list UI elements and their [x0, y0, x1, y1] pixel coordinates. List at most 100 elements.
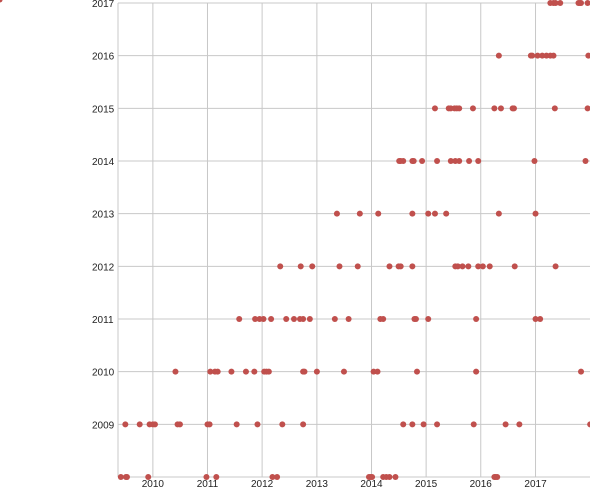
data-point: [331, 316, 338, 322]
data-point: [300, 316, 307, 322]
data-point: [532, 210, 539, 217]
data-point: [236, 316, 243, 322]
data-point: [176, 421, 183, 428]
data-point: [425, 210, 432, 217]
data-point: [443, 210, 450, 217]
data-point: [269, 474, 276, 480]
x-tick-label: 2017: [524, 479, 547, 490]
data-point: [510, 105, 517, 112]
data-point: [584, 105, 590, 112]
data-point: [333, 210, 340, 217]
data-point: [214, 368, 221, 375]
data-point: [386, 474, 393, 480]
data-point: [172, 368, 179, 375]
y-tick-label: 2013: [92, 210, 115, 221]
x-tick-label: 2010: [142, 479, 165, 490]
data-point: [279, 421, 286, 428]
data-point: [254, 421, 261, 428]
data-point: [529, 52, 536, 59]
points-layer: [0, 0, 590, 480]
y-tick-label: 2017: [92, 0, 115, 10]
data-point: [532, 316, 539, 322]
y-tick-label: 2015: [92, 104, 115, 115]
data-point: [410, 158, 417, 164]
data-point: [486, 263, 493, 270]
data-point: [313, 368, 320, 375]
data-point: [309, 263, 316, 270]
data-point: [412, 316, 419, 322]
data-point: [431, 210, 438, 217]
x-tick-label: 2011: [197, 479, 219, 490]
data-point: [123, 474, 130, 480]
data-point: [516, 421, 523, 428]
data-point: [502, 421, 509, 428]
data-point: [386, 263, 393, 270]
data-point: [228, 368, 235, 375]
x-tick-label: 2016: [470, 479, 493, 490]
y-tick-label: 2012: [92, 262, 115, 273]
data-point: [434, 421, 441, 428]
data-point: [306, 316, 313, 322]
y-tick-label: 2009: [92, 420, 115, 431]
data-point: [122, 421, 129, 428]
data-point: [206, 421, 213, 428]
data-point: [380, 316, 387, 322]
data-point: [301, 368, 308, 375]
data-point: [475, 158, 482, 164]
y-tick-label: 2014: [92, 157, 115, 168]
data-point: [479, 263, 486, 270]
data-point: [409, 263, 416, 270]
data-point: [419, 158, 426, 164]
data-point: [585, 52, 590, 59]
data-point: [497, 105, 504, 112]
data-point: [265, 368, 272, 375]
data-point: [494, 474, 501, 480]
x-tick-label: 2015: [415, 479, 438, 490]
data-point: [213, 474, 220, 480]
data-point: [552, 0, 559, 6]
data-point: [375, 210, 382, 217]
x-tick-label: 2014: [360, 479, 383, 490]
data-point: [470, 421, 477, 428]
data-point: [203, 474, 210, 480]
data-point: [400, 158, 407, 164]
data-point: [491, 105, 498, 112]
data-point: [466, 158, 473, 164]
data-point: [584, 0, 590, 6]
data-point: [551, 105, 558, 112]
data-point: [409, 210, 416, 217]
data-point: [447, 158, 454, 164]
data-point: [456, 158, 463, 164]
data-point: [495, 52, 502, 59]
data-point: [354, 263, 361, 270]
data-point: [277, 263, 284, 270]
data-point: [400, 421, 407, 428]
data-point: [539, 52, 546, 59]
data-point: [531, 158, 538, 164]
data-point: [475, 263, 482, 270]
data-point: [397, 263, 404, 270]
data-point: [582, 158, 589, 164]
data-point: [283, 316, 290, 322]
data-point: [242, 368, 249, 375]
data-point: [587, 421, 590, 428]
data-point: [251, 368, 258, 375]
labels-layer: 2009 2010 2011 2012 2013 2014 2015 2016 2017 2010…: [92, 0, 547, 490]
data-point: [495, 210, 502, 217]
x-tick-label: 2013: [306, 479, 329, 490]
data-point: [434, 158, 441, 164]
data-point: [469, 105, 476, 112]
y-tick-label: 2011: [92, 315, 114, 326]
data-point: [552, 263, 559, 270]
x-tick-label: 2012: [251, 479, 274, 490]
data-point: [274, 474, 281, 480]
data-point: [345, 316, 352, 322]
data-point: [473, 316, 480, 322]
data-point: [297, 263, 304, 270]
data-point: [578, 0, 585, 6]
data-point: [420, 421, 427, 428]
data-point: [537, 316, 544, 322]
data-point: [456, 105, 463, 112]
data-point: [534, 52, 541, 59]
